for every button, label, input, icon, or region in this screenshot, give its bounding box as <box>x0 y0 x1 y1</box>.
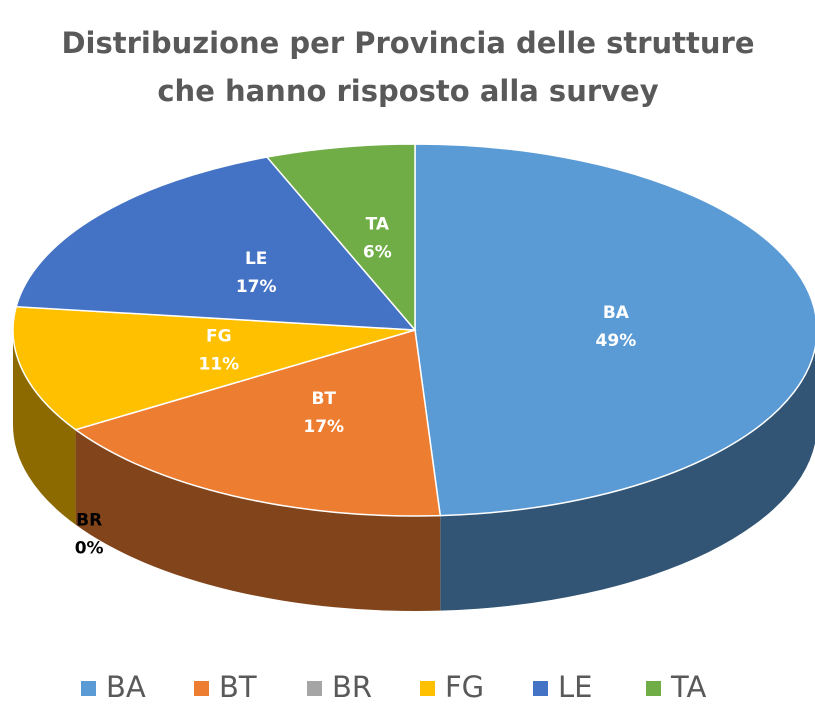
data-label-category: TA <box>366 215 390 235</box>
data-labels: BA 49% BT 17% BR 0% FG 11% LE 17% TA 6% <box>75 215 637 559</box>
data-label-value: 11% <box>198 354 239 374</box>
legend: BA BT BR FG LE TA <box>81 670 706 704</box>
slice <box>73 329 442 517</box>
legend-swatch <box>194 681 209 696</box>
slice <box>265 143 416 333</box>
data-label-value: 0% <box>75 539 104 559</box>
legend-label: BA <box>106 670 146 704</box>
legend-swatch <box>646 681 661 696</box>
pie-tops <box>12 143 815 517</box>
legend-label: FG <box>445 670 484 704</box>
slice <box>15 156 417 331</box>
legend-swatch <box>307 681 322 696</box>
legend-label: TA <box>670 670 706 704</box>
pie-sides <box>13 330 815 612</box>
data-label-category: BR <box>76 511 102 531</box>
slice <box>414 143 815 517</box>
chart-title: che hanno risposto alla survey <box>157 74 658 108</box>
slice <box>12 305 416 431</box>
legend-label: BR <box>332 670 372 704</box>
data-label-value: 6% <box>363 243 392 263</box>
slice-side <box>440 348 815 611</box>
legend-swatch <box>420 681 435 696</box>
data-label-category: BT <box>311 389 336 409</box>
legend-label: LE <box>558 670 592 704</box>
legend-swatch <box>533 681 548 696</box>
legend-label: BT <box>219 670 257 704</box>
data-label-value: 17% <box>236 277 277 297</box>
data-label-category: LE <box>245 249 267 269</box>
slice-side <box>13 330 76 525</box>
data-label-value: 49% <box>596 331 637 351</box>
slice-side <box>75 429 441 612</box>
data-label-value: 17% <box>303 417 344 437</box>
chart-title: Distribuzione per Provincia delle strutt… <box>61 26 754 60</box>
data-label-category: FG <box>206 326 232 346</box>
data-label-category: BA <box>603 303 630 323</box>
legend-swatch <box>81 681 96 696</box>
